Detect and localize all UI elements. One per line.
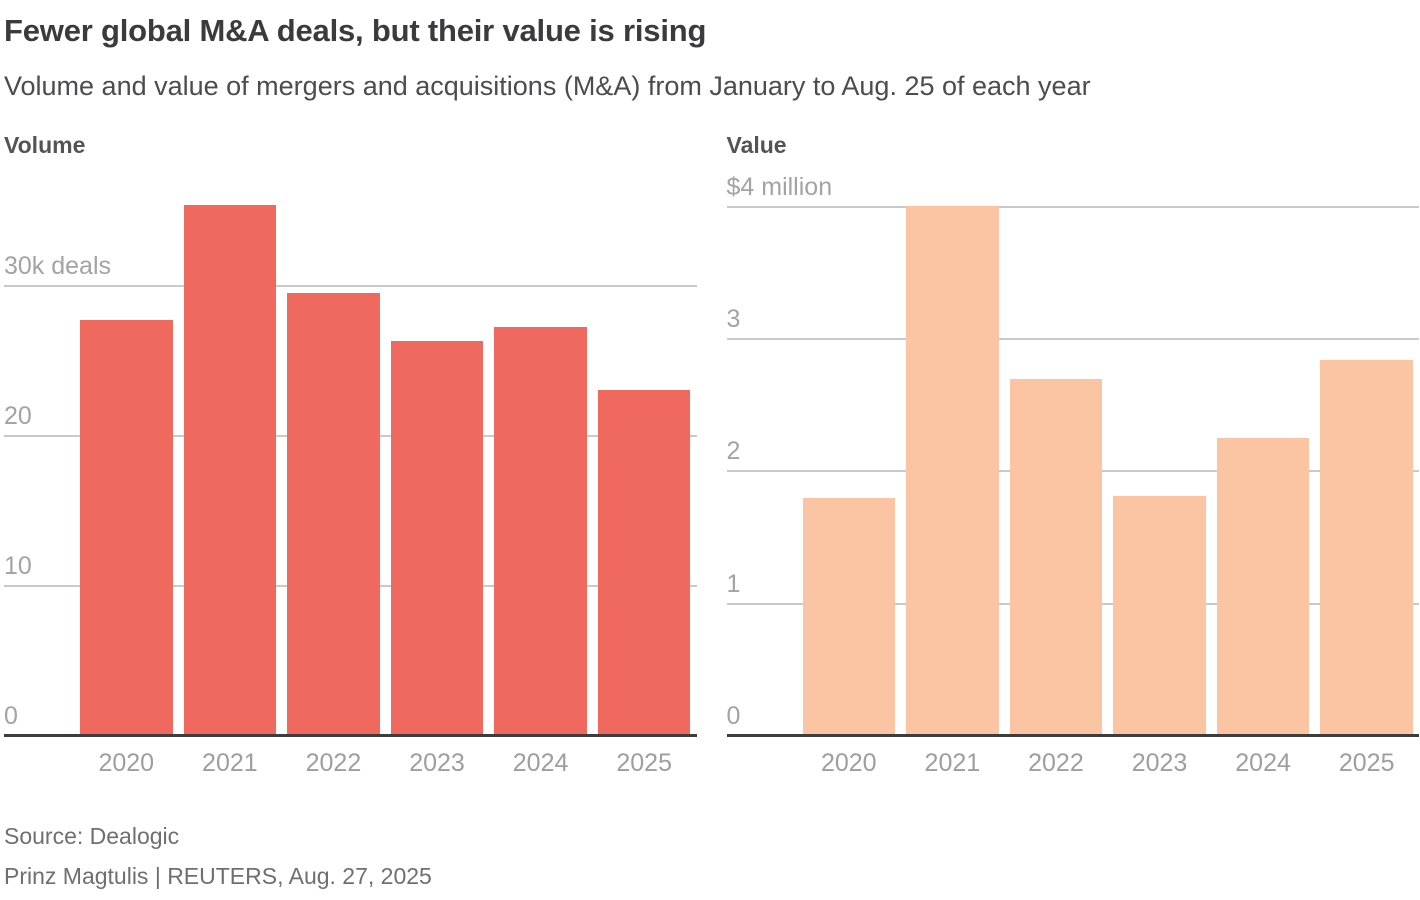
bar-2020 <box>802 497 896 737</box>
byline: Prinz Magtulis | REUTERS, Aug. 27, 2025 <box>4 862 432 889</box>
bar-2022 <box>1009 378 1103 737</box>
bar-2021 <box>183 204 277 737</box>
value-chart-title: Value <box>726 131 787 158</box>
bar-2023 <box>1113 496 1206 737</box>
gridline-30 <box>4 284 697 287</box>
bar-2020 <box>80 319 173 737</box>
y-tick-label-10: 10 <box>4 551 32 580</box>
value-x-axis-labels: 2020 2021 2022 2023 2024 2025 <box>803 748 1414 777</box>
x-tick-label-2023: 2023 <box>409 748 465 777</box>
gridline-4 <box>726 206 1419 209</box>
y-tick-label-30: 30k deals <box>4 251 112 280</box>
x-tick-label-2022: 2022 <box>305 748 362 777</box>
bar-2025 <box>597 390 691 737</box>
page-title: Fewer global M&A deals, but their value … <box>4 13 707 48</box>
value-chart: Value 0 1 2 3 $4 million 2020 2021 2022 2023 202… <box>726 131 1419 777</box>
y-tick-label-4: $4 million <box>726 173 833 202</box>
bar-2022 <box>287 292 380 737</box>
y-tick-label-2: 2 <box>726 437 741 466</box>
x-tick-label-2025: 2025 <box>616 748 672 777</box>
x-tick-label-2024: 2024 <box>512 748 569 777</box>
bar-2023 <box>390 340 484 737</box>
x-tick-label-2022: 2022 <box>1028 748 1084 777</box>
bar-2025 <box>1320 360 1413 737</box>
value-bars-track <box>802 169 1414 737</box>
y-tick-label-1: 1 <box>726 569 741 598</box>
volume-chart: Volume 0 10 20 30k deals 2020 2021 2022 2023 20… <box>4 131 697 777</box>
x-tick-label-2021: 2021 <box>202 748 258 777</box>
value-plot-area: 0 1 2 3 $4 million <box>726 169 1419 737</box>
x-tick-label-2024: 2024 <box>1235 748 1291 777</box>
x-tick-label-2020: 2020 <box>98 748 155 777</box>
chart-footer: Source: Dealogic Prinz Magtulis | REUTER… <box>4 816 1420 896</box>
volume-chart-title: Volume <box>4 131 86 158</box>
bar-2021 <box>906 205 999 737</box>
source-line: Source: Dealogic <box>4 822 180 849</box>
x-tick-label-2023: 2023 <box>1131 748 1188 777</box>
volume-bars-track <box>80 169 691 737</box>
value-x-axis-baseline <box>726 733 1419 737</box>
x-tick-label-2020: 2020 <box>820 748 877 777</box>
chart-header-block: Fewer global M&A deals, but their value … <box>4 12 1420 103</box>
y-tick-label-20: 20 <box>4 401 32 430</box>
x-tick-label-2021: 2021 <box>924 748 981 777</box>
charts-row: Volume 0 10 20 30k deals 2020 2021 2022 2023 20… <box>4 131 1420 777</box>
bar-2024 <box>1216 438 1310 737</box>
volume-x-axis-baseline <box>4 733 697 737</box>
y-tick-label-0: 0 <box>726 701 741 730</box>
y-tick-label-3: 3 <box>726 305 741 334</box>
y-tick-label-0: 0 <box>4 701 18 730</box>
volume-x-axis-labels: 2020 2021 2022 2023 2024 2025 <box>80 748 691 777</box>
bar-2024 <box>494 327 587 737</box>
gridline-3 <box>726 338 1419 341</box>
volume-plot-area: 0 10 20 30k deals <box>4 169 697 737</box>
page-subtitle: Volume and value of mergers and acquisit… <box>4 71 1091 102</box>
x-tick-label-2025: 2025 <box>1338 748 1395 777</box>
